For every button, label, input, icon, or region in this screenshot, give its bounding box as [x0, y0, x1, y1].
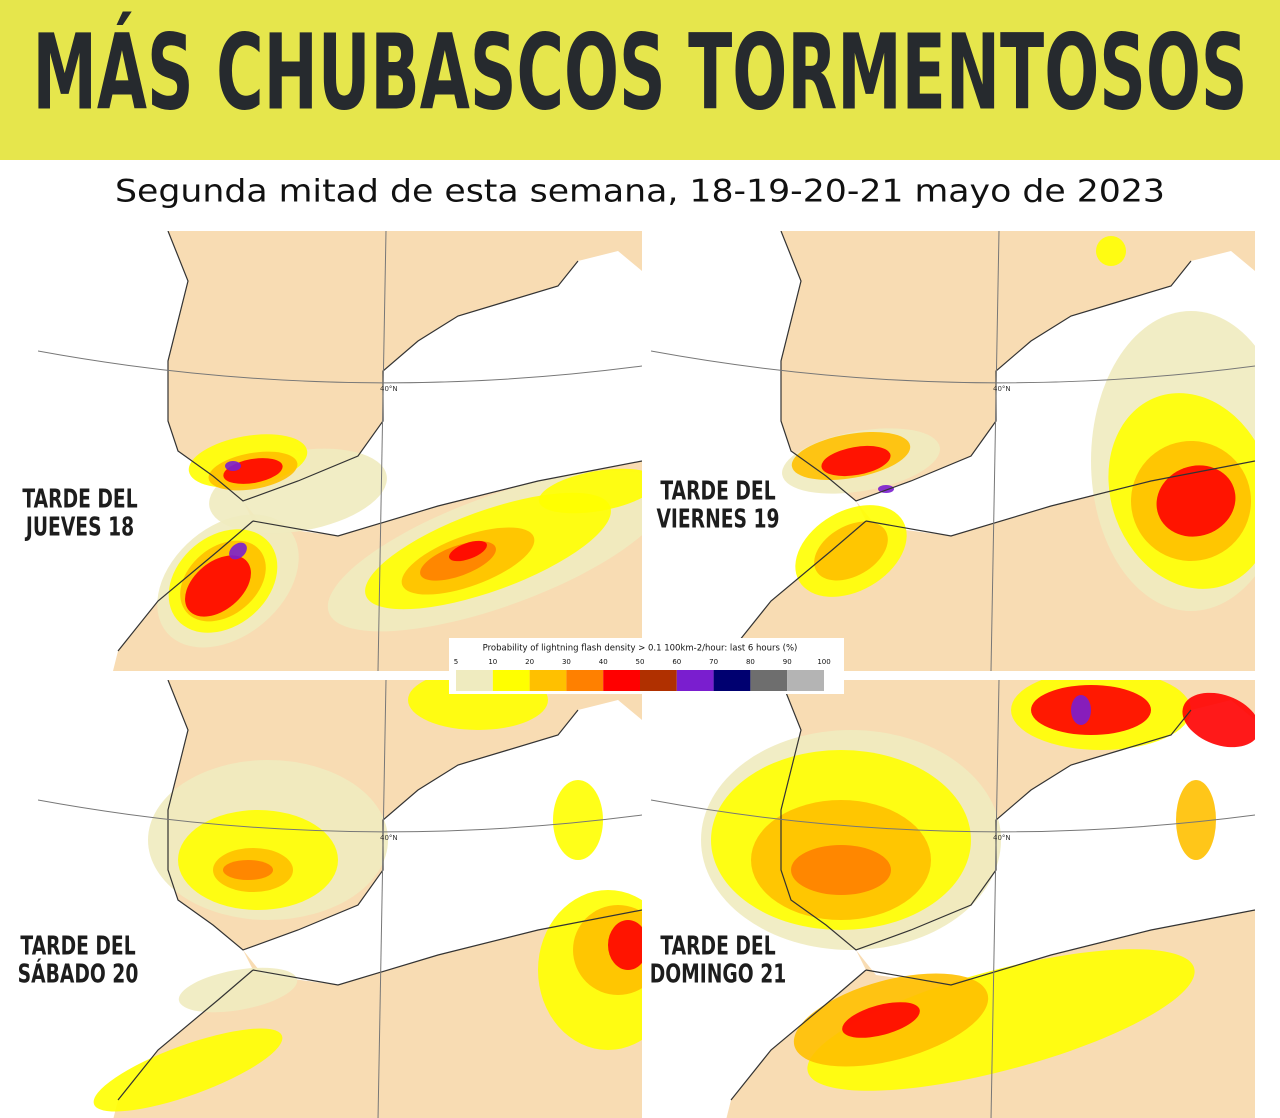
map: 40°N	[38, 231, 642, 671]
legend-tick-label: 10	[488, 658, 497, 666]
precip-area	[225, 461, 241, 471]
legend-swatch	[676, 670, 714, 691]
parallel-label: 40°N	[380, 834, 398, 842]
legend-tick-label: 40	[599, 658, 608, 666]
coastline	[117, 680, 642, 1101]
precip-area	[178, 967, 298, 1013]
legend-tick-label: 50	[636, 658, 645, 666]
map-panel: 40°N	[651, 680, 1255, 1118]
precip-area	[229, 542, 247, 560]
precip-area	[538, 468, 642, 514]
legend-tick-label: 30	[562, 658, 571, 666]
legend-swatch	[566, 670, 604, 691]
parallel	[651, 799, 1255, 833]
legend-swatch	[492, 670, 530, 691]
precip-area	[1096, 236, 1126, 266]
parallel-label: 40°N	[993, 385, 1011, 393]
legend-swatch	[640, 670, 677, 691]
panel-label: SÁBADO 20	[18, 957, 139, 989]
precip-area	[223, 860, 273, 880]
precip-area	[1176, 780, 1216, 860]
coastline	[117, 231, 642, 652]
map: 40°N	[651, 231, 1255, 671]
parallel	[38, 350, 642, 384]
precip-area	[1182, 692, 1255, 748]
legend-tick-label: 60	[672, 658, 681, 666]
precip-area	[1156, 465, 1236, 537]
precip-area	[185, 555, 251, 617]
title-banner	[0, 0, 1280, 160]
legend-swatch	[713, 670, 751, 691]
panel-label: DOMINGO 21	[650, 960, 786, 990]
precip-area	[553, 780, 603, 860]
legend-swatch	[529, 670, 567, 691]
meridian	[990, 231, 1000, 671]
map-panels: 40°N 40°N 40°N 40°N	[38, 231, 1255, 1118]
legend-tick-label: 20	[525, 658, 534, 666]
legend-title: Probability of lightning flash density >…	[483, 644, 798, 654]
legend-swatch	[603, 670, 640, 691]
title: MÁS CHUBASCOS TORMENTOSOS	[33, 11, 1248, 133]
panel-label: TARDE DEL	[22, 485, 137, 515]
panel-label: TARDE DEL	[660, 932, 775, 962]
legend-tick-label: 70	[709, 658, 718, 666]
panel-label: TARDE DEL	[660, 477, 775, 507]
coastline	[730, 680, 1255, 1101]
precip-area	[821, 445, 891, 477]
legend-tick-label: 80	[746, 658, 755, 666]
meridian	[377, 680, 387, 1118]
parallel-label: 40°N	[993, 834, 1011, 842]
parallel-label: 40°N	[380, 385, 398, 393]
legend-tick-label: 100	[817, 658, 830, 666]
legend: Probability of lightning flash density >…	[449, 638, 844, 694]
parallel	[651, 350, 1255, 384]
precip-area	[608, 920, 642, 970]
meridian	[377, 231, 387, 671]
map: 40°N	[651, 680, 1255, 1118]
parallel	[38, 799, 642, 833]
map-panel: 40°N	[38, 231, 642, 671]
precip-area	[842, 1002, 920, 1038]
sea	[243, 700, 642, 985]
legend-tick-label: 5	[454, 658, 458, 666]
meridian	[990, 680, 1000, 1118]
map: 40°N	[38, 680, 642, 1118]
panel-label: JUEVES 18	[24, 513, 134, 543]
precip-area	[93, 1028, 283, 1112]
coastline	[730, 231, 1255, 652]
precip-area	[449, 540, 487, 562]
panel-label: VIERNES 19	[656, 505, 779, 535]
precip-area	[791, 845, 891, 895]
legend-swatch	[456, 670, 493, 691]
legend-tick-label: 90	[783, 658, 792, 666]
legend-swatch	[750, 670, 788, 691]
precip-area	[814, 521, 888, 581]
legend-swatch	[787, 670, 824, 691]
panel-label: TARDE DEL	[20, 932, 135, 962]
subtitle: Segunda mitad de esta semana, 18-19-20-2…	[115, 174, 1165, 210]
map-panel: 40°N	[38, 680, 642, 1118]
map-panel: 40°N	[651, 231, 1255, 671]
precip-area	[1071, 695, 1091, 725]
